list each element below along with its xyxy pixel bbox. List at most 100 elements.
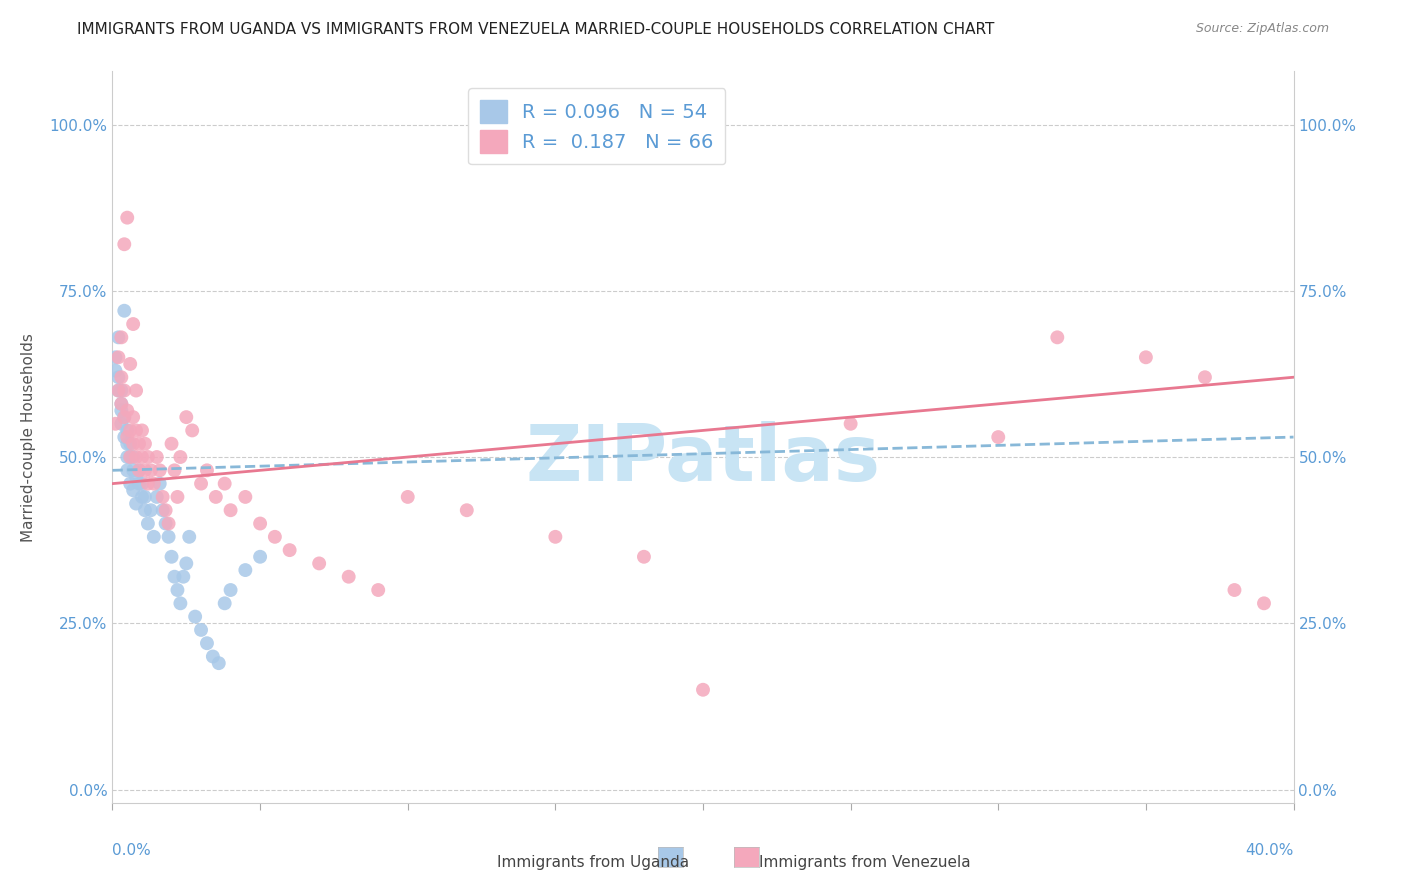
Point: [146, 490, 169, 504]
Point: [107, 330, 129, 344]
Point: [134, 463, 156, 477]
Point: [219, 503, 242, 517]
Point: [120, 436, 142, 450]
Point: [110, 384, 132, 398]
Point: [142, 476, 165, 491]
Point: [110, 397, 132, 411]
Point: [163, 463, 186, 477]
Point: [125, 424, 148, 438]
Point: [208, 656, 231, 670]
Point: [249, 549, 271, 564]
Point: [190, 476, 212, 491]
Point: [117, 424, 138, 438]
Point: [117, 450, 138, 464]
Point: [136, 476, 159, 491]
Point: [152, 503, 174, 517]
Point: [367, 582, 389, 597]
Point: [136, 450, 159, 464]
Point: [1253, 596, 1275, 610]
Point: [112, 237, 135, 252]
Point: [987, 430, 1010, 444]
Point: [117, 436, 138, 450]
Text: ZIPatlas: ZIPatlas: [526, 421, 880, 497]
Text: IMMIGRANTS FROM UGANDA VS IMMIGRANTS FROM VENEZUELA MARRIED-COUPLE HOUSEHOLDS CO: IMMIGRANTS FROM UGANDA VS IMMIGRANTS FRO…: [77, 22, 994, 37]
Point: [104, 363, 127, 377]
Point: [134, 503, 156, 517]
Point: [104, 417, 127, 431]
Point: [131, 476, 153, 491]
Text: 0.0%: 0.0%: [112, 843, 152, 858]
Point: [107, 370, 129, 384]
Point: [104, 351, 127, 365]
Point: [110, 330, 132, 344]
Point: [112, 410, 135, 425]
Point: [174, 557, 197, 571]
Point: [264, 530, 287, 544]
Point: [205, 490, 228, 504]
Point: [142, 530, 165, 544]
Point: [122, 450, 145, 464]
Point: [139, 463, 162, 477]
Point: [233, 563, 256, 577]
Point: [122, 410, 145, 425]
Point: [190, 623, 212, 637]
Point: [201, 649, 224, 664]
Point: [117, 463, 138, 477]
Point: [160, 436, 183, 450]
Point: [110, 417, 132, 431]
Point: [110, 370, 132, 384]
Text: Immigrants from Uganda: Immigrants from Uganda: [496, 855, 689, 870]
Point: [169, 450, 191, 464]
Point: [166, 582, 188, 597]
Point: [157, 530, 180, 544]
Point: [146, 450, 169, 464]
Point: [692, 682, 714, 697]
Text: Source: ZipAtlas.com: Source: ZipAtlas.com: [1195, 22, 1329, 36]
Point: [184, 609, 207, 624]
Point: [112, 410, 135, 425]
Point: [120, 476, 142, 491]
Point: [128, 463, 150, 477]
Point: [155, 516, 177, 531]
Point: [181, 424, 204, 438]
Point: [107, 384, 129, 398]
Point: [112, 384, 135, 398]
Point: [122, 317, 145, 331]
Point: [125, 384, 148, 398]
Point: [174, 410, 197, 425]
Point: [195, 463, 218, 477]
Point: [1046, 330, 1069, 344]
Point: [122, 463, 145, 477]
Point: [163, 570, 186, 584]
Point: [110, 397, 132, 411]
Point: [179, 530, 201, 544]
Point: [456, 503, 478, 517]
Point: [131, 424, 153, 438]
Point: [120, 424, 142, 438]
Text: Immigrants from Venezuela: Immigrants from Venezuela: [759, 855, 972, 870]
Point: [120, 450, 142, 464]
Point: [120, 450, 142, 464]
Point: [308, 557, 330, 571]
Point: [120, 357, 142, 371]
Point: [195, 636, 218, 650]
Point: [1223, 582, 1246, 597]
Point: [134, 490, 156, 504]
Point: [125, 450, 148, 464]
Point: [214, 596, 236, 610]
Point: [128, 476, 150, 491]
Point: [128, 436, 150, 450]
Point: [1135, 351, 1157, 365]
Point: [117, 211, 138, 225]
Point: [278, 543, 301, 558]
Y-axis label: Married-couple Households: Married-couple Households: [21, 333, 35, 541]
Point: [155, 503, 177, 517]
Point: [337, 570, 360, 584]
Point: [160, 549, 183, 564]
Point: [1194, 370, 1216, 384]
Point: [110, 403, 132, 417]
Point: [544, 530, 567, 544]
Point: [839, 417, 862, 431]
Point: [125, 470, 148, 484]
Point: [107, 351, 129, 365]
